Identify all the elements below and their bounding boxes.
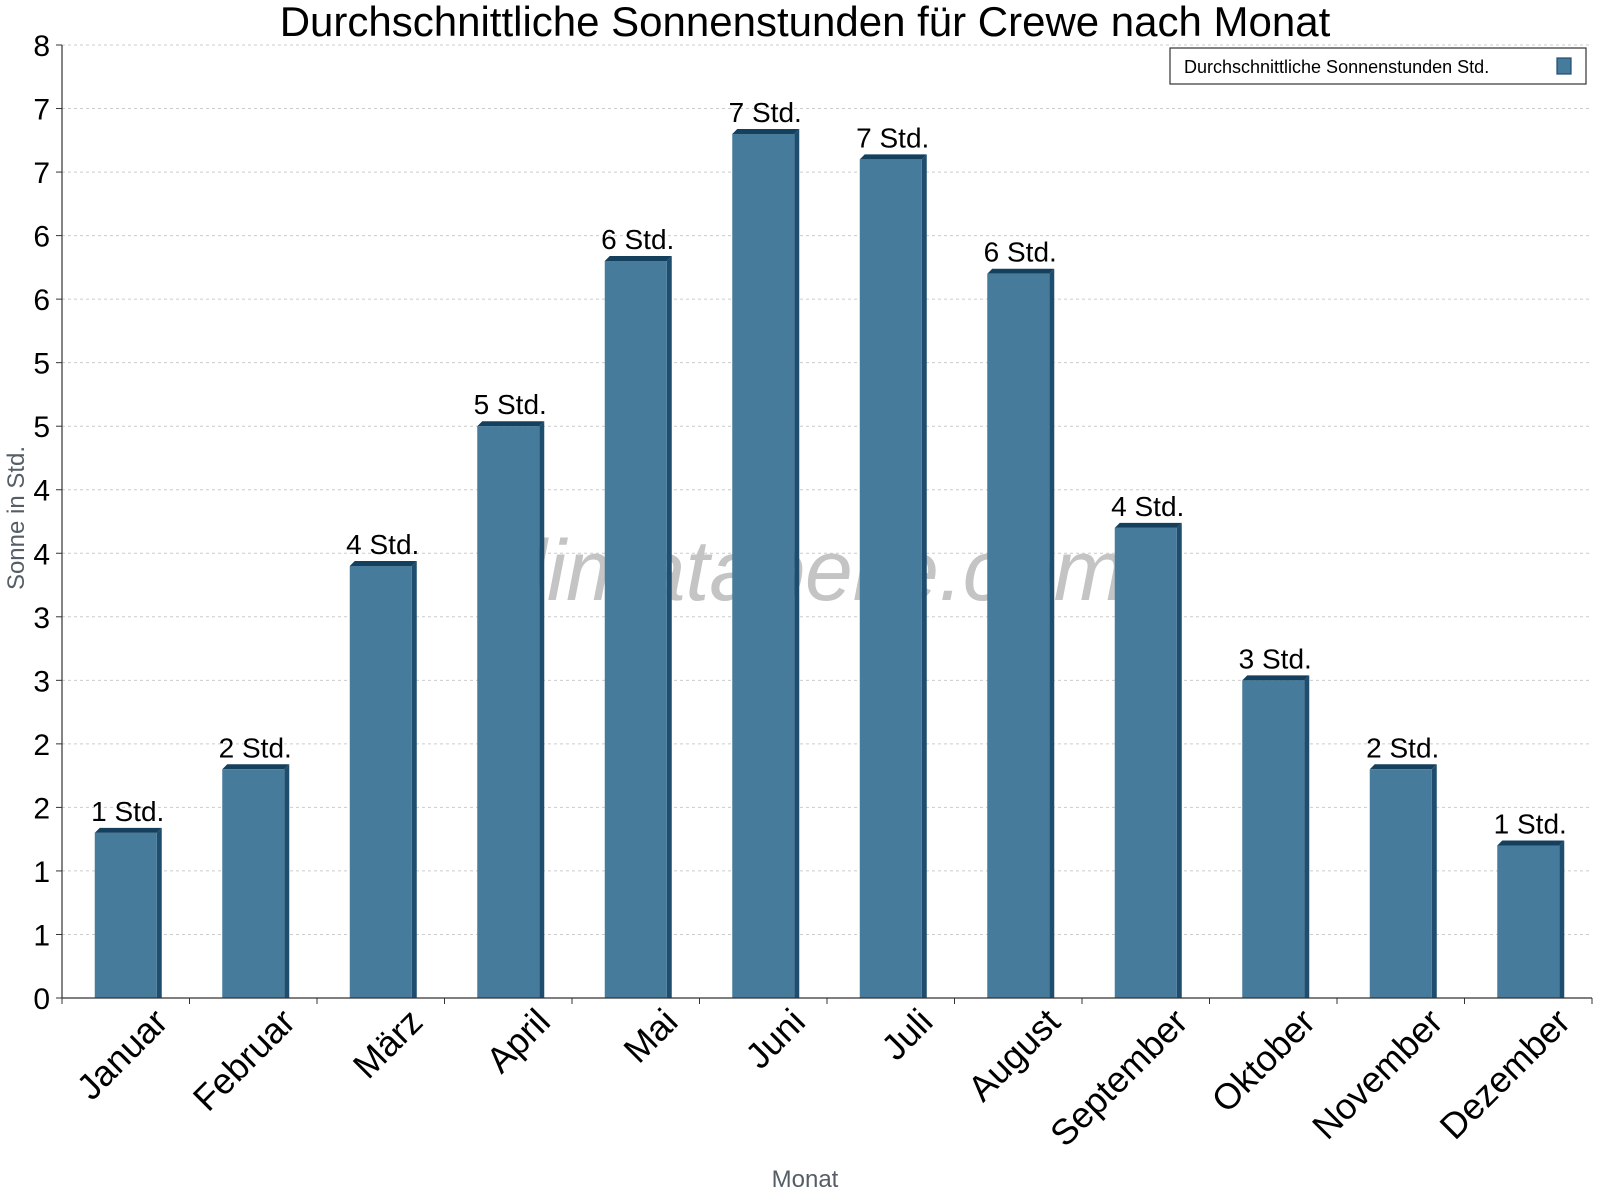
bar-value-label: 1 Std. [1494,809,1567,840]
x-tick-label: Dezember [1431,1001,1577,1147]
y-tick-label: 4 [33,538,50,571]
bar [94,832,157,998]
bar-value-label: 6 Std. [601,224,674,255]
bar-side [1176,522,1182,998]
bar-value-label: 4 Std. [1111,491,1184,522]
x-tick-label: Juli [873,1001,940,1068]
axes [61,45,1592,999]
bar-side [1559,840,1565,998]
y-tick-label: 6 [33,221,50,254]
bar-top [987,268,1055,274]
y-axis-ticks: 0 1 1 2 2 3 3 4 4 5 5 6 6 7 7 8 [33,30,62,1016]
x-tick-label: März [345,1001,431,1087]
bar-side [1431,764,1437,998]
bar-side [666,256,672,999]
y-tick-label: 2 [33,792,50,825]
bar-side [1304,675,1310,998]
bar [477,426,540,998]
legend: Durchschnittliche Sonnenstunden Std. [1169,47,1587,85]
x-tick-label: April [478,1001,558,1081]
bar-value-label: 1 Std. [91,796,164,827]
bar-value-label: 5 Std. [474,389,547,420]
legend-series-label: Durchschnittliche Sonnenstunden Std. [1184,57,1489,77]
y-tick-label: 6 [33,284,50,317]
x-tick-label: August [960,1001,1068,1109]
y-tick-label: 5 [33,348,50,381]
y-tick-label: 5 [33,411,50,444]
bar [859,159,922,999]
y-tick-label: 3 [33,602,50,635]
bars [94,128,1565,999]
bar-side [794,128,800,999]
x-tick-label: Mai [615,1001,685,1071]
bar-value-label: 2 Std. [1366,732,1439,763]
bar-top [222,764,290,770]
bar [1114,527,1177,998]
gridlines [62,44,1592,935]
x-tick-label: September [1042,1001,1196,1155]
bar-top [349,560,417,566]
bar [1369,769,1432,998]
bar [604,261,667,999]
x-tick-label: Januar [69,1001,176,1108]
bar [732,133,795,999]
y-tick-label: 1 [33,856,50,889]
x-tick-label: November [1304,1001,1450,1147]
bar-value-label: 6 Std. [984,237,1057,268]
bar-top [94,827,162,833]
y-tick-label: 1 [33,919,50,952]
y-tick-label: 7 [33,94,50,127]
bar-side [1049,268,1055,999]
bar-top [732,128,800,134]
bar-side [539,421,545,998]
data-labels: 1 Std. 2 Std. 4 Std. 5 Std. 6 Std. 7 Std. 7 St… [91,97,1567,840]
x-axis-label: Monat [772,1166,839,1193]
bar-value-label: 7 Std. [856,122,929,153]
bar-top [604,256,672,262]
x-tick-label: Oktober [1203,1001,1323,1121]
x-tick-label: Juni [737,1001,813,1077]
bar-side [284,764,290,998]
x-axis-ticks: Januar Februar März April Mai Juni Juli AugustS… [61,998,1593,1155]
bar [222,769,285,998]
bar-value-label: 4 Std. [346,529,419,560]
x-tick-label: Februar [185,1001,303,1119]
chart-title: Durchschnittliche Sonnenstunden für Crew… [280,0,1331,45]
y-tick-label: 0 [33,983,50,1016]
bar-top [1242,675,1310,681]
bar-top [477,421,545,427]
legend-swatch [1556,57,1572,75]
bar-side [921,154,927,999]
bar-top [859,154,927,160]
y-tick-label: 7 [33,157,50,190]
bar [987,273,1050,999]
bar-top [1497,840,1565,846]
bar-top [1114,522,1182,528]
bar [1242,680,1305,998]
y-tick-label: 2 [33,729,50,762]
bar-side [156,827,162,998]
y-tick-label: 4 [33,475,50,508]
y-tick-label: 8 [33,30,50,63]
bar-top [1369,764,1437,770]
y-axis-label: Sonne in Std. [3,446,30,590]
bar-value-label: 3 Std. [1239,643,1312,674]
bar-value-label: 7 Std. [729,97,802,128]
bar-value-label: 2 Std. [219,732,292,763]
bar-side [411,560,417,998]
legend-box [1169,47,1587,85]
bar [1497,845,1560,998]
y-tick-label: 3 [33,665,50,698]
bar [349,565,412,998]
